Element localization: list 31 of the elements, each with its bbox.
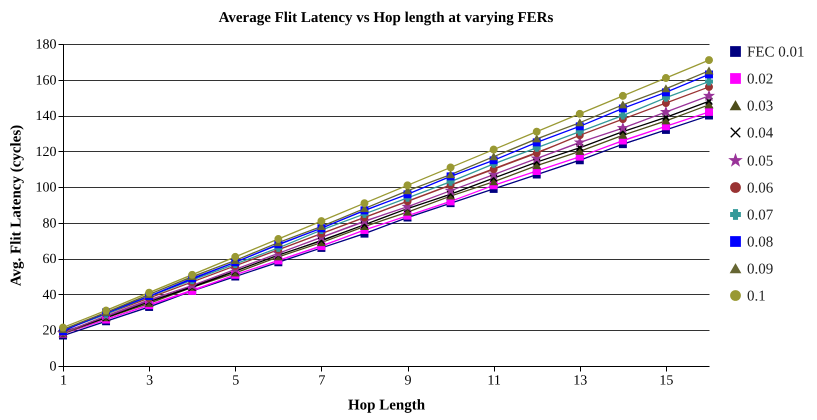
y-tick-label: 0	[50, 360, 56, 374]
chart-title: Average Flit Latency vs Hop length at varying FERs	[218, 10, 554, 26]
legend-label: 0.1	[747, 288, 766, 304]
y-tick-label: 160	[36, 73, 56, 88]
legend-label: 0.03	[747, 98, 774, 114]
x-tick-label: 15	[659, 374, 674, 388]
y-tick-label: 100	[36, 180, 56, 196]
legend-label: 0.07	[747, 208, 774, 224]
legend-label: 0.02	[747, 72, 774, 88]
legend-label: 0.05	[747, 154, 774, 170]
y-tick-label: 60	[42, 252, 56, 268]
x-tick-label: 1	[60, 374, 67, 388]
y-tick-label: 20	[42, 324, 56, 339]
legend-label: 0.09	[747, 262, 774, 278]
y-tick-label: 80	[42, 216, 56, 232]
x-tick-label: 3	[146, 374, 154, 388]
y-tick-label: 120	[36, 144, 56, 160]
x-tick-label: 13	[573, 374, 588, 388]
legend-label: 0.06	[747, 180, 774, 196]
y-tick-label: 140	[36, 109, 56, 124]
y-tick-label: 40	[42, 288, 56, 303]
legend-label: FEC 0.01	[747, 44, 805, 60]
y-axis-title: Avg. Flit Latency (cycles)	[8, 124, 24, 286]
x-axis-title: Hop Length	[348, 398, 426, 414]
x-tick-label: 9	[404, 374, 412, 388]
y-tick-label: 180	[36, 38, 56, 52]
legend-label: 0.04	[747, 126, 774, 142]
x-tick-label: 11	[487, 374, 501, 388]
x-tick-label: 7	[318, 374, 326, 388]
x-tick-label: 5	[232, 374, 240, 388]
legend-label: 0.08	[747, 234, 774, 250]
